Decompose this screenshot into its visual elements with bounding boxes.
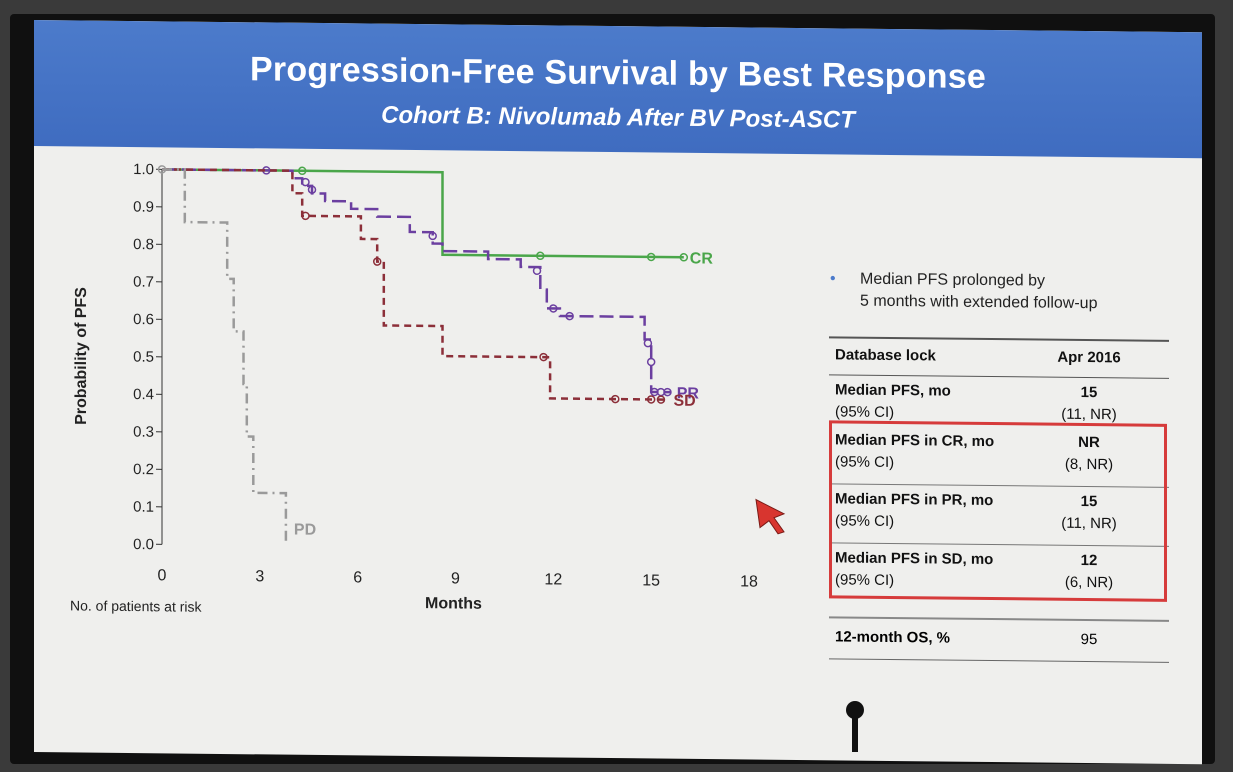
censor-mark: [611, 394, 620, 404]
censor-mark: [643, 338, 653, 348]
censor-mark: [663, 387, 672, 397]
at-risk-value: 6: [256, 621, 264, 628]
censor-mark: [301, 211, 310, 221]
bullet-text-line2: 5 months with extended follow-up: [860, 292, 1098, 313]
y-tick-label: 0.9: [133, 199, 154, 216]
censor-mark: [549, 304, 558, 313]
censor-mark: [157, 165, 167, 174]
y-tick-label: 0.3: [133, 424, 154, 441]
y-tick-label: 0.1: [133, 499, 154, 516]
os-label: 12-month OS, %: [835, 628, 951, 647]
censor-mark: [307, 185, 317, 194]
y-tick-label: 0.7: [133, 274, 154, 291]
censor-mark: [372, 257, 382, 266]
pointer-arrow-icon: [755, 498, 786, 535]
series-label-pr: PR: [677, 385, 700, 402]
highlight-box: [829, 420, 1167, 602]
row-label: Median PFS, mo: [835, 381, 951, 400]
y-tick-label: 0.6: [133, 311, 154, 328]
censor-mark: [301, 177, 310, 187]
censor-mark: [539, 352, 548, 362]
x-tick-label: 6: [353, 569, 362, 586]
x-tick-label: 0: [158, 567, 167, 584]
series-line-pd: [162, 168, 288, 546]
series-label-pd: PD: [294, 521, 316, 538]
at-risk-value: 4: [452, 623, 460, 628]
at-risk-value: 5: [354, 622, 362, 628]
x-tick-label: 12: [544, 571, 562, 588]
series-label-cr: CR: [690, 250, 714, 267]
x-tick-label: 3: [255, 568, 264, 585]
at-risk-value: 6: [156, 620, 164, 628]
microphone-icon: [846, 701, 864, 752]
x-tick-label: 9: [451, 570, 460, 587]
y-tick-label: 0.8: [133, 236, 154, 253]
series-label-sd: SD: [673, 393, 695, 410]
x-tick-label: 18: [740, 573, 758, 590]
x-axis-label: Months: [425, 595, 482, 613]
censor-mark: [565, 311, 574, 321]
bullet-text-line1: Median PFS prolonged by: [860, 270, 1045, 290]
header-label: Database lock: [835, 346, 936, 365]
y-tick-label: 1.0: [133, 161, 154, 178]
row-sub-value: (11, NR): [1061, 405, 1117, 424]
series-line-pr: [162, 168, 671, 394]
table-header: Database lock Apr 2016: [829, 336, 1169, 379]
censor-mark: [679, 253, 689, 262]
y-axis-label: Probability of PFS: [73, 287, 90, 425]
censor-mark: [297, 166, 307, 176]
y-tick-label: 0.2: [133, 461, 154, 478]
slide: Progression-Free Survival by Best Respon…: [34, 20, 1202, 765]
censor-mark: [646, 395, 656, 404]
series-line-sd: [162, 168, 668, 401]
x-tick-label: 15: [642, 572, 660, 589]
os-row: 12-month OS, % 95: [829, 616, 1169, 663]
row-sub-label: (95% CI): [835, 403, 895, 422]
row-value: 15: [1080, 383, 1098, 402]
km-chart: 0.00.10.20.30.40.50.60.70.80.91.00 3 6 9 12 1…: [70, 161, 758, 628]
y-tick-label: 0.4: [133, 386, 154, 403]
at-risk-row-label: CR: [112, 620, 132, 628]
censor-mark: [646, 252, 656, 262]
at-risk-value: 2: [549, 624, 557, 628]
censor-mark: [646, 357, 656, 367]
series-line-cr: [162, 168, 684, 259]
at-risk-value: 0: [745, 626, 753, 628]
bullet-dot-icon: •: [830, 270, 836, 288]
os-value: 95: [1080, 630, 1098, 649]
censor-mark: [656, 395, 666, 404]
y-tick-label: 0.5: [133, 349, 154, 366]
censor-mark: [532, 266, 542, 276]
bullet-point: • Median PFS prolonged by 5 months with …: [830, 268, 1164, 315]
censor-mark: [428, 231, 437, 241]
y-tick-label: 0.0: [133, 536, 154, 553]
header-value: Apr 2016: [1057, 348, 1121, 367]
at-risk-value: 1: [647, 625, 655, 628]
at-risk-title: No. of patients at risk: [70, 597, 202, 614]
censor-mark: [536, 251, 545, 261]
